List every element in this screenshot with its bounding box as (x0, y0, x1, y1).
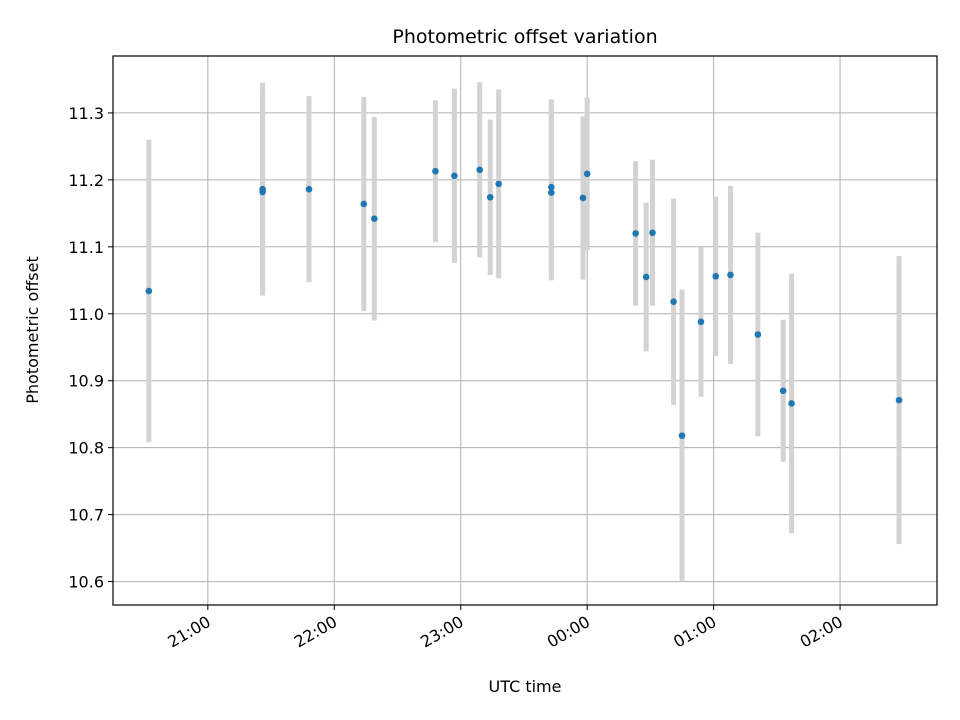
data-point (495, 180, 502, 188)
data-point (788, 400, 795, 407)
y-tick-label: 11.3 (68, 104, 104, 123)
data-point (632, 230, 639, 237)
data-point (697, 318, 705, 326)
chart-title: Photometric offset variation (392, 26, 657, 48)
data-point (583, 170, 591, 178)
data-point (779, 387, 787, 395)
plot-frame (112, 55, 938, 606)
y-tick-label: 10.9 (68, 372, 104, 391)
y-axis-label: Photometric offset (23, 256, 42, 404)
data-point (548, 189, 555, 196)
data-point (432, 167, 439, 175)
y-tick-label: 11.0 (68, 305, 104, 324)
data-point (649, 229, 656, 237)
data-point (754, 331, 762, 338)
data-point (678, 432, 686, 439)
data-point (548, 183, 555, 191)
y-tick-label: 10.6 (68, 573, 104, 592)
data-point (451, 172, 458, 180)
y-tick-label: 11.2 (68, 171, 104, 190)
data-points (145, 166, 903, 439)
data-point (579, 194, 587, 202)
data-point (642, 273, 650, 281)
data-point (486, 193, 494, 201)
y-tick-label: 10.7 (68, 506, 104, 525)
data-point (371, 215, 378, 222)
data-point (727, 271, 734, 279)
data-point (145, 287, 153, 295)
data-point (895, 396, 903, 404)
x-axis-label: UTC time (489, 677, 562, 696)
data-point (476, 166, 483, 174)
y-tick-label: 11.1 (68, 238, 104, 257)
data-point (712, 272, 720, 280)
data-point (305, 185, 313, 193)
y-axis-ticks: 10.6 10.7 10.8 10.9 11.0 11.1 11.2 11.3 (68, 104, 113, 592)
data-point (360, 200, 368, 208)
grid-lines (113, 56, 937, 605)
data-point (259, 185, 266, 193)
data-point (670, 298, 677, 306)
y-tick-label: 10.8 (68, 439, 104, 458)
